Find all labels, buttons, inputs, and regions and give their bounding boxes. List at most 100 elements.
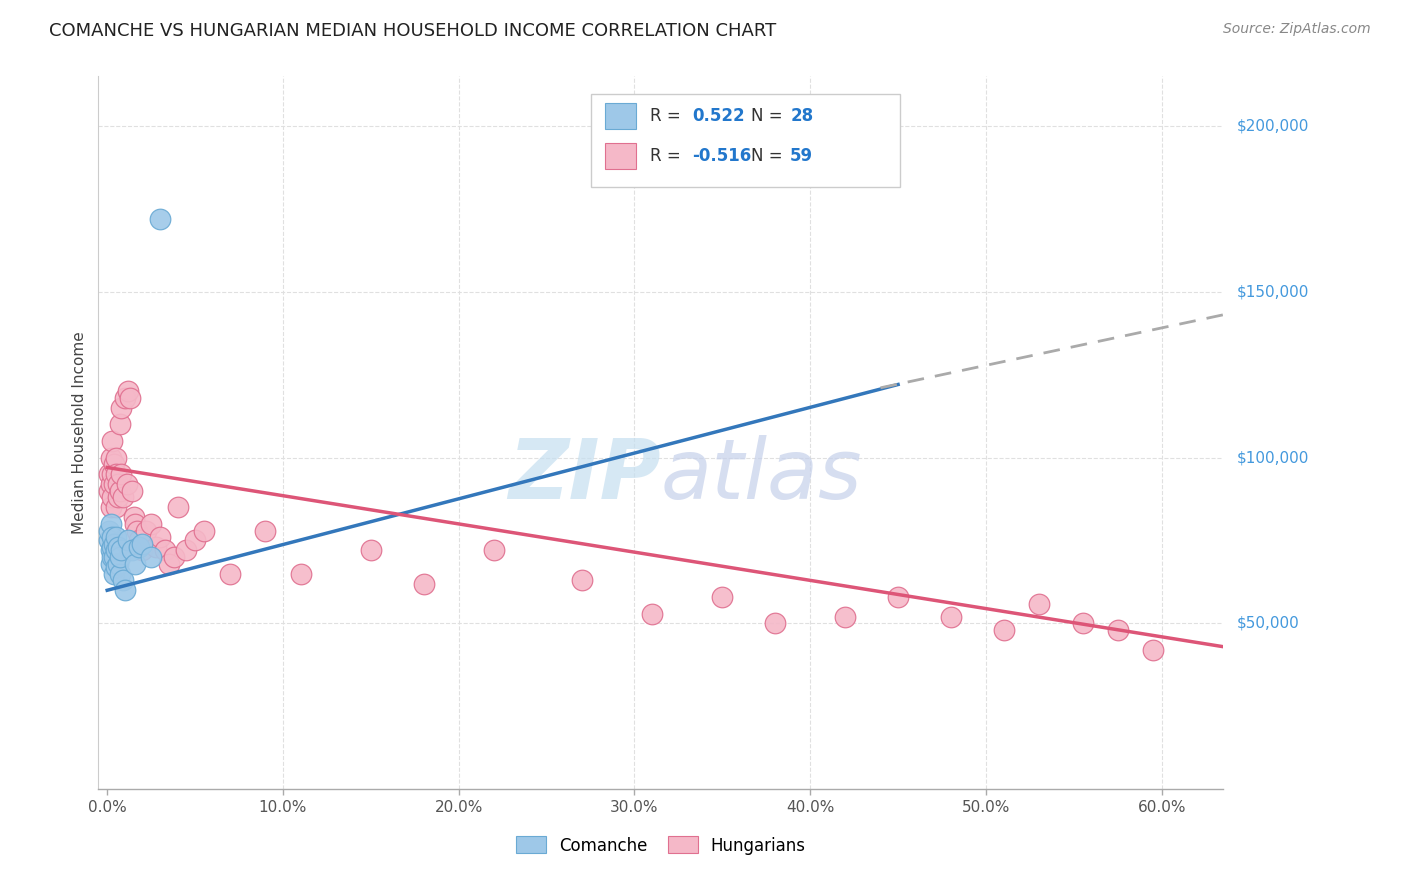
Point xyxy=(101,530,124,544)
Point xyxy=(103,477,125,491)
Point xyxy=(105,450,127,465)
Point xyxy=(763,616,786,631)
Point xyxy=(993,623,1015,637)
Point xyxy=(834,610,856,624)
Point xyxy=(110,467,132,482)
Text: atlas: atlas xyxy=(661,435,862,516)
Point xyxy=(105,530,127,544)
Point xyxy=(98,467,120,482)
Point xyxy=(1071,616,1094,631)
Point xyxy=(117,384,139,398)
Text: N =: N = xyxy=(751,147,787,165)
Text: 59: 59 xyxy=(790,147,813,165)
Point xyxy=(105,560,127,574)
Point xyxy=(100,543,122,558)
Text: R =: R = xyxy=(650,107,686,125)
Point xyxy=(290,566,312,581)
Point xyxy=(939,610,962,624)
Point xyxy=(108,566,131,581)
Point xyxy=(100,516,122,531)
Point xyxy=(112,491,135,505)
Point xyxy=(100,477,122,491)
Point xyxy=(887,590,910,604)
Point xyxy=(110,543,132,558)
Point xyxy=(103,537,125,551)
Text: $200,000: $200,000 xyxy=(1237,118,1309,133)
Point xyxy=(114,583,136,598)
Point xyxy=(98,483,120,498)
Point xyxy=(1142,643,1164,657)
Text: R =: R = xyxy=(650,147,686,165)
Point xyxy=(107,557,129,571)
Point xyxy=(98,524,120,538)
Point xyxy=(360,543,382,558)
Point xyxy=(155,543,177,558)
Point xyxy=(103,566,125,581)
Point xyxy=(711,590,734,604)
Point xyxy=(114,391,136,405)
Point xyxy=(149,530,172,544)
Point xyxy=(105,467,127,482)
Point xyxy=(128,540,150,554)
Point xyxy=(101,540,124,554)
Point xyxy=(571,574,593,588)
Point xyxy=(174,543,197,558)
Point xyxy=(100,500,122,515)
Point xyxy=(100,450,122,465)
Point xyxy=(157,557,180,571)
Point xyxy=(107,540,129,554)
Text: ZIP: ZIP xyxy=(508,435,661,516)
Point xyxy=(254,524,277,538)
Legend: Comanche, Hungarians: Comanche, Hungarians xyxy=(510,831,811,860)
Point xyxy=(101,550,124,565)
Point xyxy=(100,557,122,571)
Point xyxy=(110,401,132,415)
Point xyxy=(482,543,505,558)
Text: $150,000: $150,000 xyxy=(1237,284,1309,299)
Point xyxy=(124,516,146,531)
Point xyxy=(1028,597,1050,611)
Text: $100,000: $100,000 xyxy=(1237,450,1309,465)
Point xyxy=(127,524,149,538)
Point xyxy=(107,491,129,505)
Text: COMANCHE VS HUNGARIAN MEDIAN HOUSEHOLD INCOME CORRELATION CHART: COMANCHE VS HUNGARIAN MEDIAN HOUSEHOLD I… xyxy=(49,22,776,40)
Point xyxy=(219,566,242,581)
Point xyxy=(98,533,120,548)
Point xyxy=(105,543,127,558)
Point xyxy=(115,477,138,491)
Y-axis label: Median Household Income: Median Household Income xyxy=(72,331,87,534)
Point xyxy=(117,533,139,548)
Point xyxy=(108,550,131,565)
Point xyxy=(128,533,150,548)
Point xyxy=(122,510,145,524)
Point xyxy=(641,607,664,621)
Point xyxy=(103,550,125,565)
Point xyxy=(131,543,153,558)
Point xyxy=(101,467,124,482)
Point xyxy=(108,483,131,498)
Point xyxy=(145,540,167,554)
Point xyxy=(103,457,125,471)
Point xyxy=(135,524,157,538)
Point xyxy=(121,543,143,558)
Point xyxy=(124,557,146,571)
Point xyxy=(120,391,141,405)
Point xyxy=(101,491,124,505)
Point xyxy=(412,576,434,591)
Point xyxy=(107,477,129,491)
Point xyxy=(121,483,143,498)
Text: 28: 28 xyxy=(790,107,813,125)
Text: 0.522: 0.522 xyxy=(692,107,744,125)
Text: N =: N = xyxy=(751,107,787,125)
Point xyxy=(193,524,215,538)
Point xyxy=(1107,623,1129,637)
Point xyxy=(101,434,124,448)
Point xyxy=(105,500,127,515)
Point xyxy=(141,550,163,565)
Point xyxy=(163,550,186,565)
Point xyxy=(112,574,135,588)
Point xyxy=(166,500,188,515)
Point xyxy=(108,417,131,432)
Text: $50,000: $50,000 xyxy=(1237,616,1301,631)
Point xyxy=(184,533,207,548)
